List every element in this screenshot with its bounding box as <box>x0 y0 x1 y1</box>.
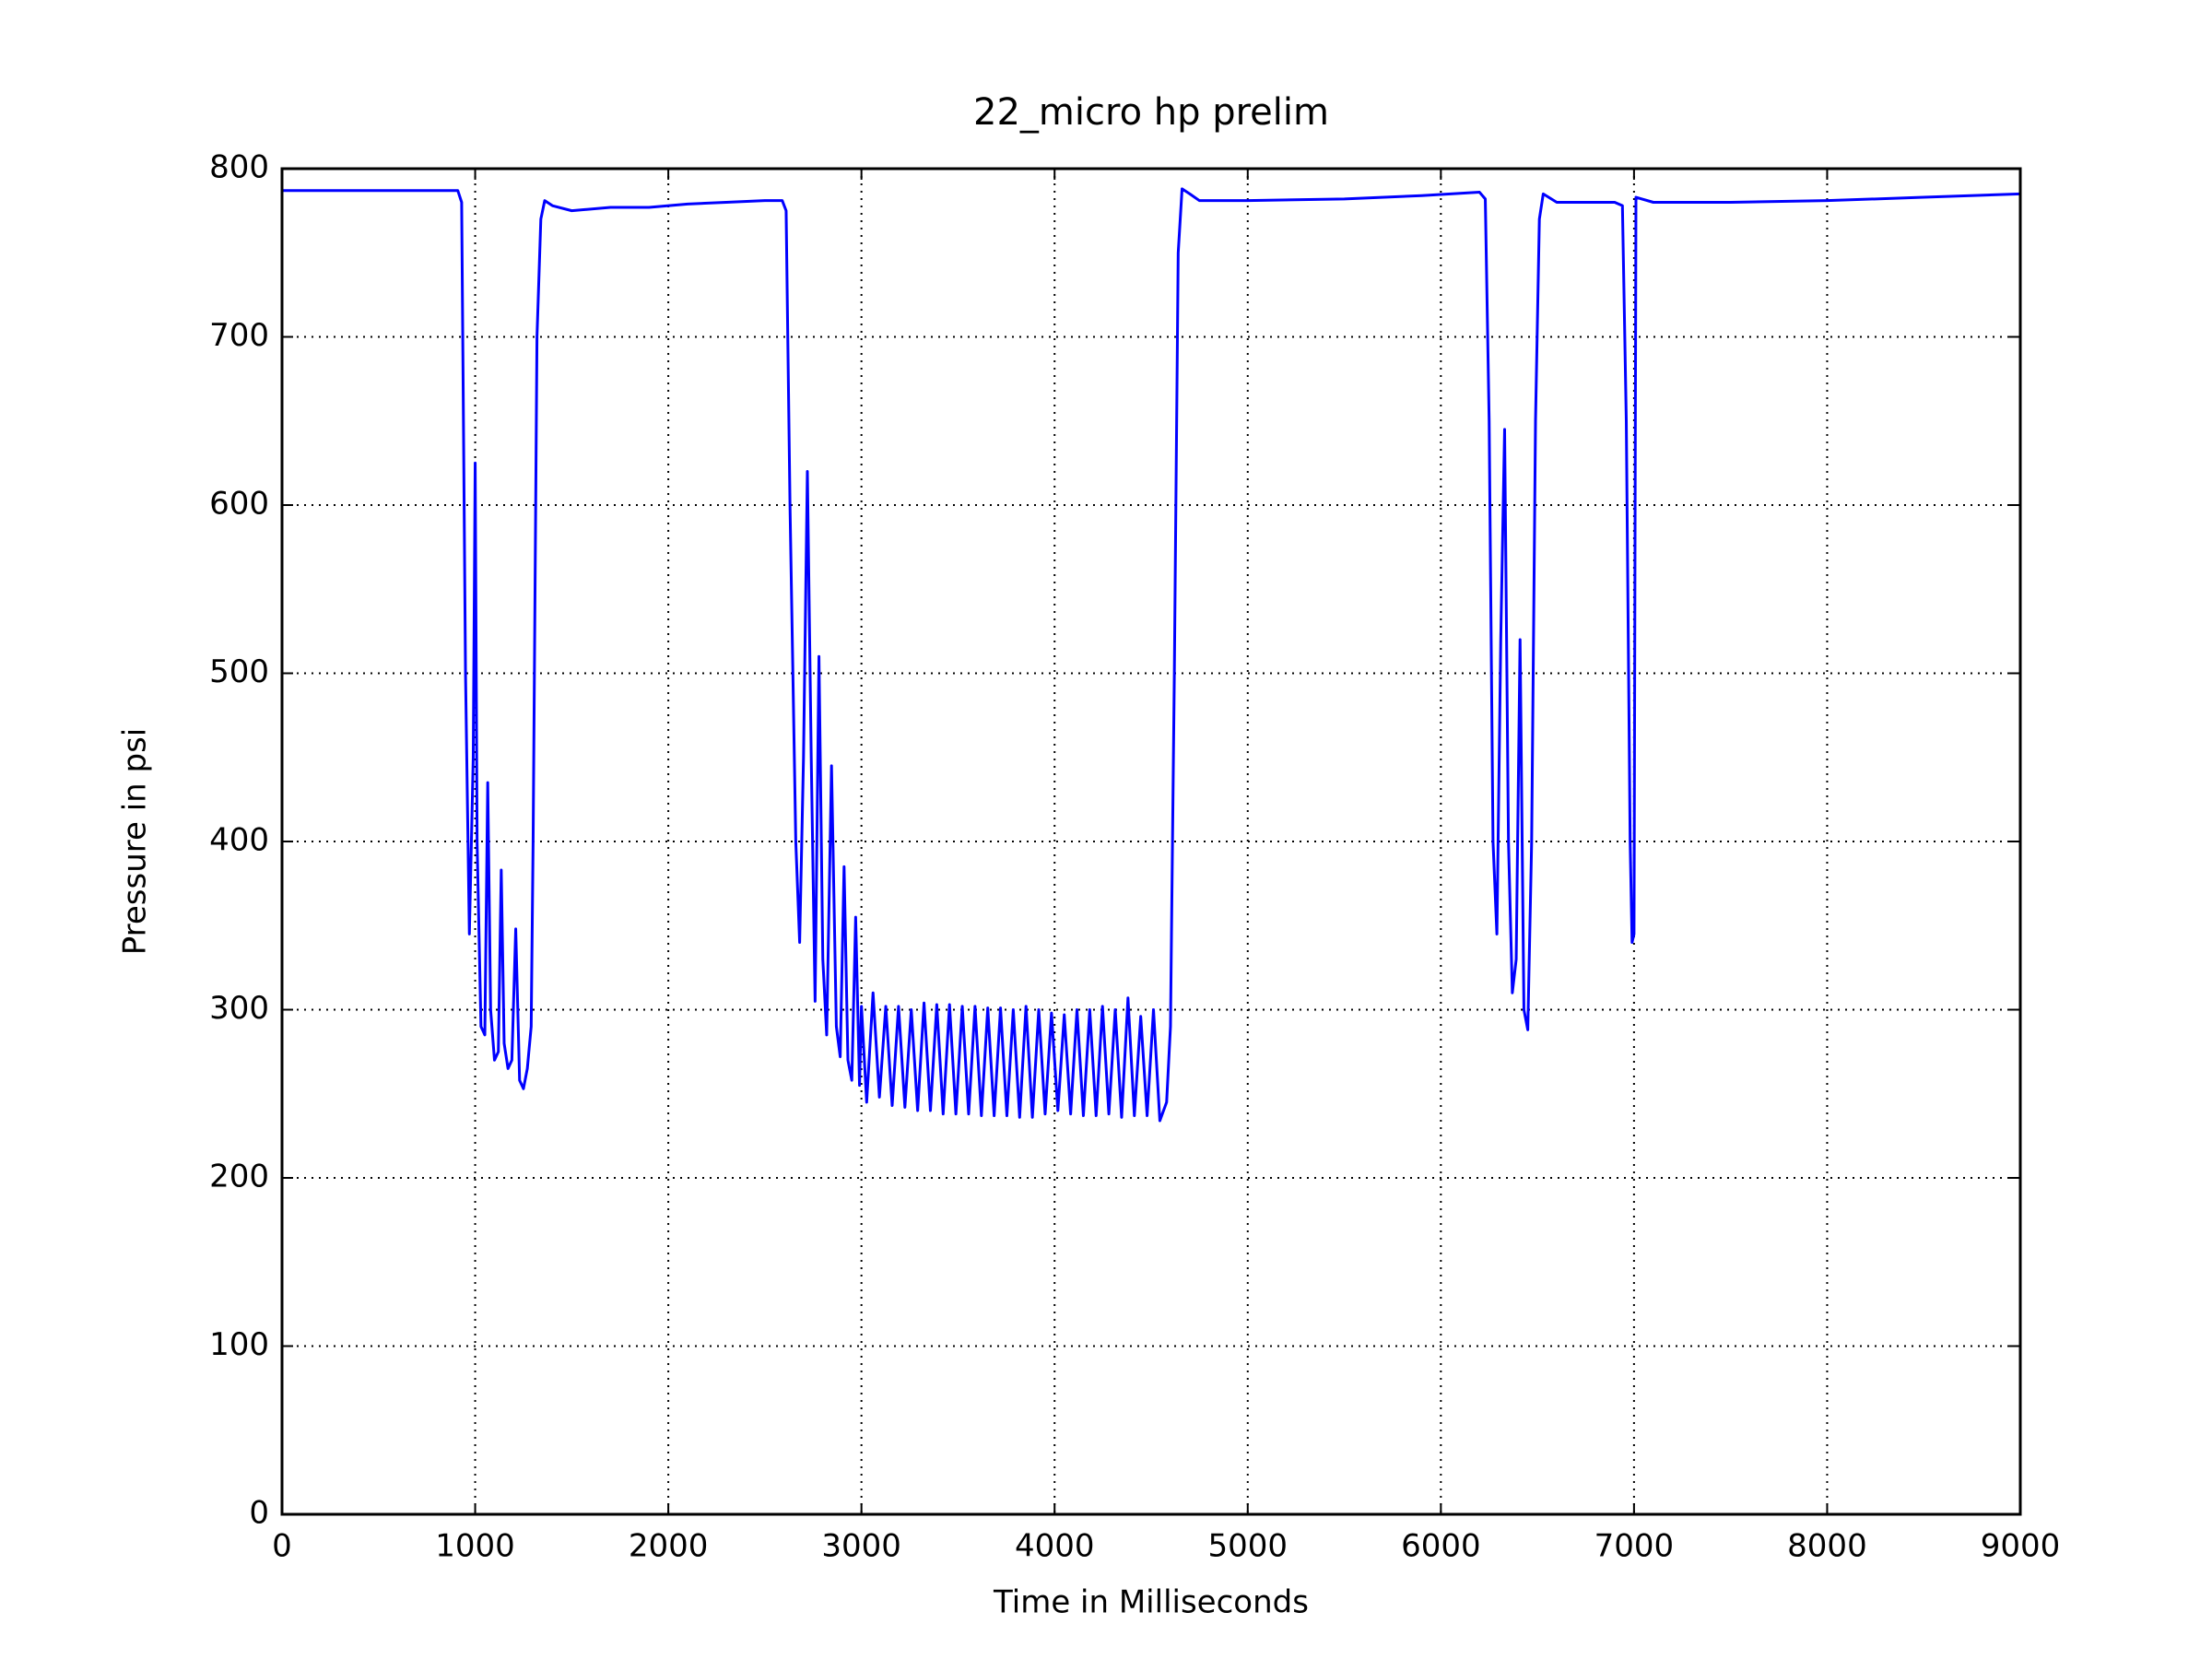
x-tick-label: 2000 <box>629 1528 709 1565</box>
x-tick-label: 6000 <box>1401 1528 1481 1565</box>
y-axis-label: Pressure in psi <box>117 728 154 956</box>
y-tick-label: 100 <box>209 1326 269 1363</box>
plot-frame <box>280 167 2022 1516</box>
x-tick-label: 5000 <box>1208 1528 1288 1565</box>
x-tick-label: 9000 <box>1981 1528 2061 1565</box>
data-line <box>282 187 2021 1123</box>
x-tick-label: 0 <box>272 1528 292 1565</box>
y-tick-label: 200 <box>209 1159 269 1195</box>
x-tick-label: 7000 <box>1594 1528 1675 1565</box>
y-tick-label: 400 <box>209 822 269 859</box>
y-tick-label: 800 <box>209 149 269 186</box>
y-tick-label: 500 <box>209 653 269 690</box>
x-axis-label: Time in Milliseconds <box>993 1584 1309 1621</box>
y-tick-label: 300 <box>209 990 269 1027</box>
y-tick-label: 600 <box>209 486 269 523</box>
x-tick-label: 4000 <box>1015 1528 1095 1565</box>
x-tick-label: 8000 <box>1787 1528 1867 1565</box>
y-tick-label: 0 <box>249 1495 269 1532</box>
y-tick-label: 700 <box>209 317 269 354</box>
x-tick-label: 3000 <box>821 1528 901 1565</box>
chart-title: 22_micro hp prelim <box>973 91 1329 134</box>
x-tick-label: 1000 <box>435 1528 515 1565</box>
